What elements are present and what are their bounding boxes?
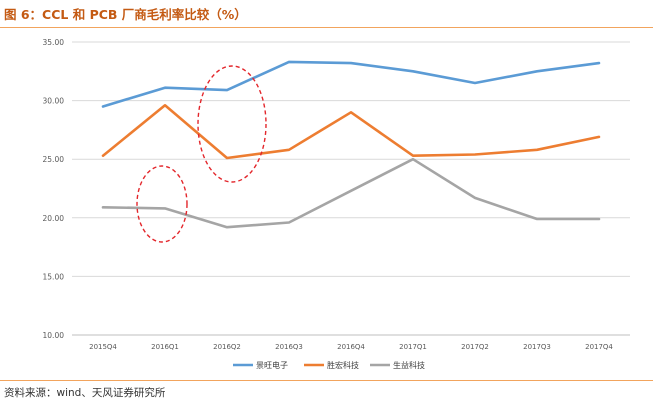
series-line-3 — [101, 157, 601, 229]
chart-gridlines — [72, 41, 630, 336]
y-tick-label: 30.00 — [43, 97, 65, 106]
source-note: 资料来源：wind、天风证券研究所 — [4, 387, 166, 399]
x-tick-label: 2017Q4 — [585, 343, 613, 351]
highlight-ellipse-2016q1 — [136, 165, 188, 243]
y-tick-label: 20.00 — [43, 214, 65, 223]
series-line-2 — [101, 104, 601, 160]
x-tick-label: 2017Q3 — [523, 343, 551, 351]
x-tick-label: 2017Q1 — [399, 343, 427, 351]
y-tick-label: 35.00 — [43, 38, 65, 47]
title-rule — [0, 27, 653, 28]
y-axis-tick-labels: 35.00 30.00 25.00 20.00 15.00 10.00 — [43, 38, 65, 340]
figure-title: 图 6：CCL 和 PCB 厂商毛利率比较（%） — [4, 7, 247, 22]
highlight-ellipses — [136, 65, 267, 243]
legend-label: 生益科技 — [393, 360, 425, 370]
x-tick-label: 2016Q2 — [213, 343, 241, 351]
x-axis-tick-labels: 2015Q4 2016Q1 2016Q2 2016Q3 2016Q4 2017Q1 2017… — [89, 343, 613, 351]
legend-label: 胜宏科技 — [327, 360, 359, 370]
x-tick-label: 2015Q4 — [89, 343, 117, 351]
y-tick-label: 10.00 — [43, 331, 65, 340]
x-tick-label: 2016Q4 — [337, 343, 365, 351]
y-tick-label: 15.00 — [43, 272, 65, 281]
source-rule — [0, 380, 653, 381]
x-tick-label: 2016Q1 — [151, 343, 179, 351]
series-line-1 — [101, 60, 601, 108]
series-lines — [101, 60, 601, 229]
x-tick-label: 2016Q3 — [275, 343, 303, 351]
legend-label: 景旺电子 — [256, 360, 288, 370]
y-tick-label: 25.00 — [43, 155, 65, 164]
highlight-ellipse-2016q2 — [197, 65, 267, 183]
chart-legend: 景旺电子 胜宏科技 生益科技 — [233, 360, 425, 370]
x-tick-label: 2017Q2 — [461, 343, 489, 351]
